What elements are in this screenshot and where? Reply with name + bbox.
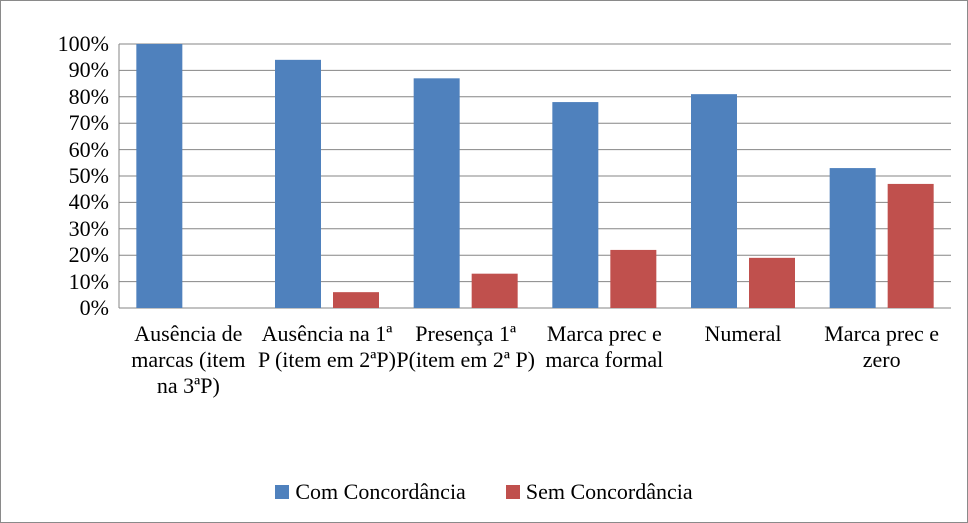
y-tick-label: 40%: [68, 189, 109, 215]
legend-item: Com Concordância: [275, 479, 466, 505]
bar: [887, 183, 934, 308]
bar: [413, 78, 460, 308]
y-tick-label: 90%: [68, 57, 109, 83]
x-tick-label: Ausência na 1ª P (item em 2ªP): [258, 321, 396, 372]
bar: [333, 292, 379, 308]
y-tick-label: 70%: [68, 110, 109, 136]
y-tick-label: 60%: [68, 136, 109, 162]
y-tick-label: 100%: [57, 31, 109, 56]
legend: Com Concordância Sem Concordância: [1, 479, 967, 505]
y-tick-label: 0%: [79, 295, 109, 320]
legend-label: Sem Concordância: [525, 479, 693, 504]
legend-item: Sem Concordância: [505, 479, 693, 505]
bar: [749, 257, 795, 308]
y-tick-label: 80%: [68, 83, 109, 109]
bar: [829, 168, 876, 308]
bar: [552, 102, 599, 308]
legend-label: Com Concordância: [295, 479, 466, 504]
bar: [471, 273, 518, 308]
bar: [136, 44, 183, 308]
y-tick-label: 50%: [68, 163, 109, 188]
x-tick-label: Marca prec e zero: [824, 321, 940, 372]
x-tick-label: Marca prec e marca formal: [545, 321, 664, 372]
bar: [610, 249, 657, 308]
x-tick-label: Ausência de marcas (item na 3ªP): [131, 321, 246, 398]
y-tick-label: 20%: [68, 242, 109, 268]
bar: [275, 59, 321, 309]
legend-swatch: [505, 485, 520, 499]
bar: [691, 94, 737, 308]
x-tick-label: Numeral: [704, 321, 782, 346]
y-tick-label: 30%: [68, 215, 109, 241]
legend-swatch: [275, 485, 290, 499]
x-tick-label: Presença 1ª P(item em 2ª P): [396, 321, 535, 372]
y-tick-label: 10%: [68, 268, 109, 294]
